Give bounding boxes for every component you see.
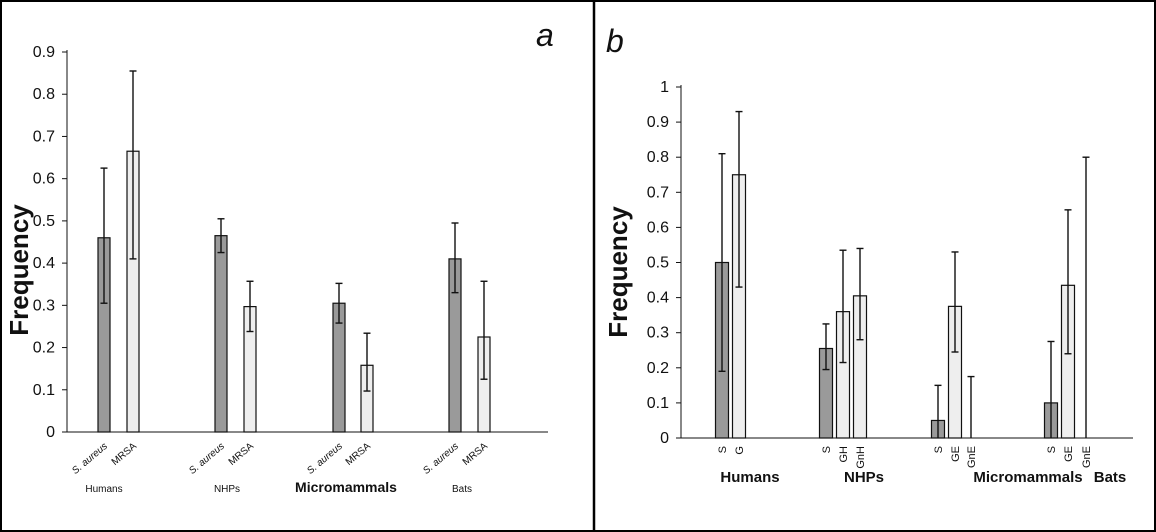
panel-b-bar-label: GnE <box>1081 446 1093 468</box>
panel-b-bar-label: S <box>933 446 945 453</box>
panel-b-group-label: Bats <box>1094 469 1127 486</box>
panel-a-label: a <box>536 17 554 53</box>
panel-b-bar-label: S <box>717 446 729 453</box>
panel-a-group-label: Humans <box>85 484 122 495</box>
panel-a-y-tick-label: 0.3 <box>33 297 55 314</box>
panel-b-y-tick-label: 0.8 <box>647 149 669 166</box>
panel-b-label: b <box>606 23 624 59</box>
panel-b-bar-label: G <box>734 446 746 455</box>
panel-b-bar-label: GH <box>838 446 850 463</box>
panel-a-group-label: Micromammals <box>295 479 397 495</box>
panel-b-group-label: Humans <box>720 469 779 486</box>
panel-a-y-tick-label: 0 <box>46 424 55 441</box>
panel-a-bar-label: MRSA <box>461 441 490 468</box>
panel-a-bar-label: S. aureus <box>70 441 110 477</box>
panel-a-y-tick-label: 0.8 <box>33 86 55 103</box>
panel-a-y-tick-label: 0.1 <box>33 382 55 399</box>
panel-a-bar <box>214 235 228 433</box>
panel-b-group-label: Micromammals <box>973 469 1082 486</box>
panel-a-group-label: NHPs <box>214 484 240 495</box>
panel-a-bar-label: MRSA <box>344 441 373 468</box>
panel-b-y-tick-label: 0.5 <box>647 255 669 272</box>
panel-a-y-tick-label: 0.6 <box>33 171 55 188</box>
panel-b-group-label: NHPs <box>844 469 884 486</box>
panel-a-bar-label: MRSA <box>227 441 256 468</box>
panel-b-y-tick-label: 1 <box>660 79 669 96</box>
panel-a-y-tick-label: 0.4 <box>33 255 55 272</box>
panel-b-y-tick-label: 0.9 <box>647 114 669 131</box>
panel-b-y-tick-label: 0.1 <box>647 395 669 412</box>
panel-b-bar-label: S <box>821 446 833 453</box>
panel-b-y-axis-title: Frequency <box>603 206 633 338</box>
panel-a-y-tick-label: 0.9 <box>33 44 55 61</box>
panel-a-y-axis-title: Frequency <box>4 204 34 336</box>
panel-a-group-label: Bats <box>452 484 472 495</box>
panel-b-y-tick-label: 0.3 <box>647 325 669 342</box>
panel-b-y-tick-label: 0 <box>660 430 669 447</box>
panel-b-bar-label: S <box>1046 446 1058 453</box>
panel-b-bar-label: GE <box>950 446 962 462</box>
panel-a-y-tick-label: 0.7 <box>33 128 55 145</box>
panel-a-bar-label: S. aureus <box>187 441 227 477</box>
panel-a-bar-label: MRSA <box>110 441 139 468</box>
panel-b-y-tick-label: 0.6 <box>647 219 669 236</box>
panel-b-y-tick-label: 0.2 <box>647 360 669 377</box>
panel-a-chart: 00.10.20.30.40.50.60.70.80.9S. aureus MRS… <box>33 44 548 495</box>
panel-b-y-tick-label: 0.4 <box>647 290 669 307</box>
panel-b-bar-label: GnE <box>966 446 978 468</box>
panel-a-bar-label: S. aureus <box>305 441 345 477</box>
panel-b-bar-label: GE <box>1063 446 1075 462</box>
panel-a-y-tick-label: 0.2 <box>33 340 55 357</box>
panel-b-y-tick-label: 0.7 <box>647 184 669 201</box>
panel-a-y-tick-label: 0.5 <box>33 213 55 230</box>
panel-b-bar-label: GnH <box>855 446 867 469</box>
panel-a-bar-label: S. aureus <box>421 441 461 477</box>
